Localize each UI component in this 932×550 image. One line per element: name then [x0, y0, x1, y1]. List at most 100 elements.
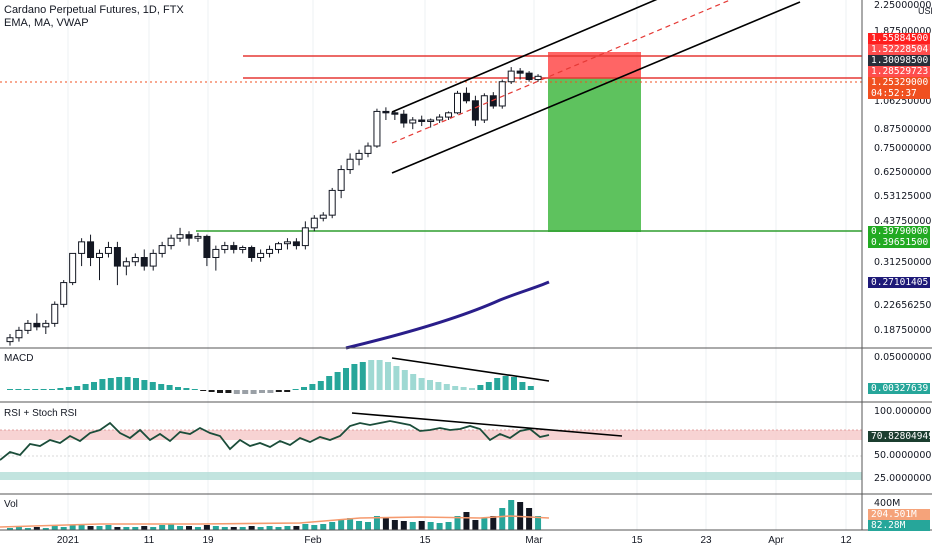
volume-bar: [508, 500, 515, 530]
candle: [364, 142, 372, 158]
macd-value-tag: 0.00327639: [868, 383, 930, 394]
macd-bar: [519, 382, 526, 390]
macd-bar: [191, 389, 198, 390]
time-axis-label: 15: [631, 535, 643, 546]
macd-bar: [477, 385, 484, 390]
candle-body: [275, 243, 282, 250]
volume-bar: [535, 516, 542, 530]
volume-bar: [293, 526, 300, 530]
volume-bar: [472, 520, 479, 530]
macd-bar: [343, 368, 349, 390]
macd-bar: [32, 389, 39, 390]
candle: [319, 212, 327, 222]
macd-bar: [309, 384, 316, 390]
macd-bar: [469, 388, 475, 390]
candle: [248, 245, 256, 262]
candle: [51, 301, 59, 327]
volume-bar: [320, 524, 327, 530]
candle: [328, 187, 336, 219]
macd-bar: [124, 377, 131, 390]
price-axis-tick: 0.53125000: [874, 191, 932, 202]
channel-upper: [391, 0, 658, 113]
candle-body: [364, 145, 372, 154]
indicators-legend[interactable]: EMA, MA, VWAP: [4, 17, 89, 29]
volume-bar: [463, 512, 470, 530]
price-tag: 1.52228504: [868, 44, 930, 55]
macd-bar: [225, 390, 232, 393]
candle-body: [149, 252, 157, 267]
candle-body: [301, 227, 309, 247]
moving-average-line: [345, 280, 550, 350]
candle-body: [480, 95, 488, 121]
candle-body: [131, 257, 139, 263]
candle: [131, 253, 139, 267]
volume-bar: [186, 526, 192, 530]
candle: [60, 280, 68, 308]
volume-bar: [373, 516, 380, 530]
candle: [409, 117, 417, 130]
candle: [445, 111, 453, 120]
rsi-label[interactable]: RSI + Stoch RSI: [4, 408, 78, 419]
macd-bar: [15, 389, 22, 390]
macd-bar: [91, 382, 97, 390]
candle-body: [60, 282, 68, 305]
price-axis-tick: 1.06250000: [874, 96, 932, 107]
candle-body: [471, 100, 479, 121]
macd-label[interactable]: MACD: [4, 353, 34, 364]
volume-bar: [194, 527, 201, 530]
volume-bar: [436, 523, 443, 530]
volume-bar: [365, 522, 371, 530]
candle-body: [283, 241, 291, 245]
candle-body: [140, 257, 148, 267]
candle-body: [78, 241, 86, 254]
candle-body: [382, 110, 390, 114]
candle: [69, 252, 77, 286]
macd-bar: [284, 390, 291, 392]
macd-bar: [133, 378, 139, 390]
volume-bar: [87, 526, 94, 530]
candle-body: [436, 116, 444, 121]
candle-body: [337, 169, 345, 191]
channel-mid: [391, 0, 731, 144]
candle-body: [310, 217, 318, 229]
vol-label[interactable]: Vol: [4, 499, 18, 510]
price-tag: 0.27101405: [868, 277, 930, 288]
volume-bar: [418, 521, 425, 530]
candle: [158, 241, 166, 258]
macd-bar: [427, 380, 433, 390]
macd-bar: [7, 389, 13, 390]
macd-bar: [485, 382, 492, 390]
candle-body: [104, 247, 112, 254]
candle-body: [355, 152, 363, 160]
macd-bar: [359, 362, 366, 390]
price-axis-tick: 0.75000000: [874, 143, 932, 154]
price-tag: 0.39790000: [868, 226, 930, 237]
candle: [516, 68, 524, 80]
macd-bar: [40, 389, 47, 390]
candles: [6, 67, 542, 346]
macd-bar: [326, 376, 333, 390]
candle: [96, 249, 103, 281]
macd-bar: [82, 384, 89, 390]
channel-lower: [391, 1, 801, 174]
candle: [391, 111, 399, 120]
vol-axis-top: 400M: [874, 498, 901, 509]
volume-bar: [266, 526, 273, 530]
volume-ma-line: [0, 515, 550, 528]
volume-bar: [132, 527, 139, 530]
candle-body: [194, 235, 202, 239]
rsi-line: [0, 420, 550, 461]
macd-bar: [393, 366, 400, 390]
price-tag: 1.25329000: [868, 77, 930, 88]
candle: [113, 241, 121, 286]
price-axis-tick: 0.62500000: [874, 167, 932, 178]
symbol-title[interactable]: Cardano Perpetual Futures, 1D, FTX: [4, 4, 184, 16]
candle-body: [400, 113, 408, 124]
macd-bar: [511, 377, 517, 390]
candle: [310, 215, 318, 232]
candle: [292, 238, 300, 250]
short-profit-zone: [548, 78, 641, 232]
volume-bar: [177, 526, 184, 530]
